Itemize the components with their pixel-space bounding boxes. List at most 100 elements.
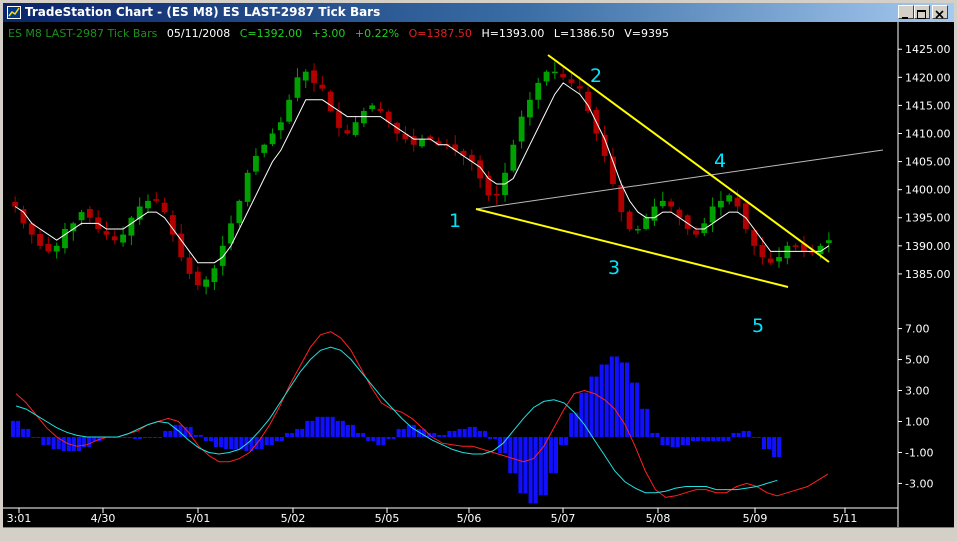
time-tick-label: 5/01 (186, 512, 211, 525)
candle-body (86, 209, 93, 218)
macd-histogram-bar (391, 436, 396, 439)
candle-body (53, 245, 60, 252)
maximize-icon (917, 10, 926, 19)
macd-histogram-bar (503, 436, 508, 454)
macd-histogram-bar (193, 434, 198, 437)
macd-tick-label: 5.00 (905, 354, 930, 367)
candle-body (452, 144, 459, 151)
macd-histogram-bar (310, 420, 315, 437)
candle-body (518, 116, 525, 142)
time-tick-label: 5/07 (551, 512, 576, 525)
macd-histogram-bar (46, 436, 51, 446)
macd-histogram-bar (675, 436, 680, 448)
candle-body (78, 212, 85, 221)
horizontal-scrollbar[interactable] (3, 527, 954, 539)
moving-average-line (14, 82, 830, 264)
candle-body (286, 99, 293, 122)
candle-body (319, 84, 326, 89)
chart-canvas[interactable]: 1425.001420.001415.001410.001405.001400.… (3, 22, 954, 527)
macd-histogram-bar (132, 436, 137, 439)
macd-histogram-bar (650, 432, 655, 437)
candle-body (634, 228, 641, 231)
macd-histogram-bar (635, 382, 640, 437)
candle-body (477, 160, 484, 179)
macd-histogram-bar (726, 436, 731, 441)
open-value: O=1387.50 (408, 27, 472, 40)
macd-histogram-bar (386, 436, 391, 439)
maximize-button[interactable] (914, 5, 930, 19)
candle-body (485, 175, 492, 196)
minimize-button[interactable] (898, 5, 914, 19)
candle-body (111, 236, 118, 241)
macd-histogram-bar (564, 436, 569, 446)
candle-body (468, 154, 475, 162)
price-tick-label: 1425.00 (905, 43, 951, 56)
percent-change: +0.22% (354, 27, 400, 40)
candle-body (12, 202, 19, 207)
candle-body (825, 240, 832, 243)
macd-histogram-bar (452, 430, 457, 437)
macd-histogram-bar (234, 436, 239, 450)
macd-histogram-bar (472, 426, 477, 437)
macd-histogram-bar (432, 432, 437, 437)
candle-body (336, 110, 342, 128)
candle-body (311, 70, 317, 83)
price-tick-label: 1390.00 (905, 240, 951, 253)
macd-histogram-bar (604, 364, 609, 437)
macd-line (15, 331, 829, 498)
macd-histogram-bar (548, 436, 553, 474)
candle-body (576, 86, 583, 89)
macd-histogram-bar (411, 424, 416, 437)
candle-body (776, 257, 782, 262)
price-tick-label: 1395.00 (905, 212, 951, 225)
volume-value: V=9395 (624, 27, 670, 40)
macd-tick-label: -3.00 (905, 477, 933, 490)
macd-histogram-bar (772, 436, 777, 458)
macd-histogram-bar (213, 436, 219, 448)
macd-histogram-bar (16, 420, 21, 437)
candle-body (45, 243, 52, 252)
candle-body (543, 71, 550, 82)
macd-tick-label: 1.00 (905, 415, 930, 428)
macd-histogram-bar (153, 436, 158, 438)
candle-body (742, 203, 749, 229)
candle-body (37, 233, 43, 246)
macd-histogram-bar (559, 436, 564, 446)
macd-histogram-bar (345, 424, 350, 437)
macd-histogram-bar (690, 436, 695, 441)
macd-histogram-bar (56, 436, 61, 450)
candle-body (410, 136, 417, 145)
macd-tick-label: -1.00 (905, 446, 933, 459)
title-bar[interactable]: TradeStation Chart - (ES M8) ES LAST-298… (3, 3, 954, 22)
macd-histogram-bar (274, 436, 279, 441)
macd-histogram-bar (76, 436, 82, 452)
macd-histogram-bar (279, 436, 284, 441)
candle-body (751, 230, 758, 246)
minimize-icon (902, 17, 908, 19)
macd-histogram-bar (447, 430, 452, 437)
macd-histogram-bar (493, 436, 498, 439)
wave-label-p5: 5 (752, 315, 764, 337)
candle-body (369, 105, 376, 110)
time-tick-label: 5/09 (743, 512, 768, 525)
candle-body (435, 141, 442, 145)
macd-histogram-bar (366, 436, 371, 441)
macd-histogram-bar (396, 428, 401, 437)
signal-line (15, 346, 778, 494)
macd-histogram-bar (696, 436, 701, 441)
close-button[interactable] (932, 5, 948, 19)
macd-histogram-bar (188, 426, 193, 437)
macd-histogram-bar (183, 426, 188, 437)
candle-body (145, 200, 151, 209)
time-tick-label: 4/30 (91, 512, 116, 525)
candle-body (277, 122, 284, 131)
macd-histogram-bar (462, 428, 467, 437)
macd-histogram-bar (259, 436, 264, 450)
macd-histogram-bar (41, 436, 46, 446)
candle-body (659, 200, 666, 207)
upper-wedge-trendline (547, 54, 830, 263)
candle-body (610, 156, 616, 185)
macd-histogram-bar (325, 416, 330, 437)
candle-body (28, 223, 35, 235)
chart-panel[interactable]: 1425.00 1420.00 1415.00 1410.00 1405.00 1400.… (3, 22, 954, 539)
